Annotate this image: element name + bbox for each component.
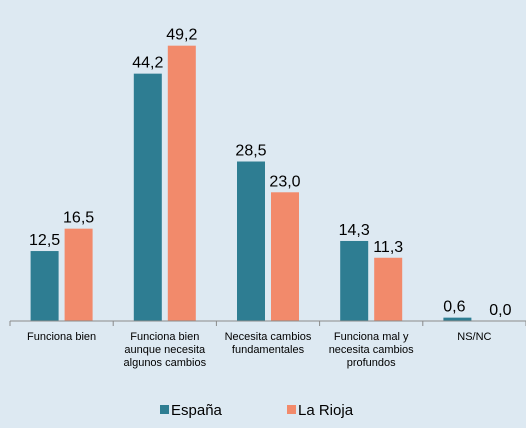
category-label: aunque necesita [124, 344, 206, 356]
category-label: Funciona mal y [334, 331, 409, 343]
bar-espana [30, 251, 59, 321]
bar-espana [443, 317, 472, 321]
category-label: fundamentales [232, 344, 305, 356]
value-label: 0,0 [489, 302, 511, 319]
value-label: 23,0 [269, 173, 300, 190]
legend-swatch [160, 405, 169, 414]
value-label: 11,3 [373, 239, 403, 256]
legend-label: España [171, 402, 223, 419]
value-label: 0,6 [443, 299, 465, 316]
category-label: algunos cambios [124, 357, 207, 369]
bar-la-rioja [64, 228, 93, 321]
category-label: profundos [347, 357, 396, 369]
bar-la-rioja [271, 192, 299, 321]
bar-espana [133, 73, 162, 322]
legend: España La Rioja [160, 402, 354, 419]
value-label: 14,3 [339, 222, 370, 239]
bar-la-rioja [167, 45, 196, 322]
bar-espana [340, 240, 369, 321]
category-label: Funciona bien [27, 331, 96, 343]
bar-la-rioja [374, 257, 403, 321]
value-label: 12,5 [29, 232, 60, 249]
value-label: 44,2 [132, 55, 163, 72]
category-label: Necesita cambios [225, 331, 312, 343]
value-labels-layer: 12,516,5 44,249,2 28,523,0 14,311,3 0,6 0,0 [29, 27, 512, 319]
value-label: 16,5 [63, 210, 94, 227]
bars-layer [30, 45, 472, 322]
x-axis-ticks [9, 321, 526, 326]
bar-espana [237, 161, 265, 321]
legend-label: La Rioja [298, 402, 354, 419]
category-label: NS/NC [457, 331, 491, 343]
category-label: Funciona bien [130, 331, 199, 343]
value-label: 28,5 [235, 143, 266, 160]
legend-swatch [287, 405, 296, 414]
value-label: 49,2 [166, 27, 197, 44]
category-label: necesita cambios [329, 344, 414, 356]
